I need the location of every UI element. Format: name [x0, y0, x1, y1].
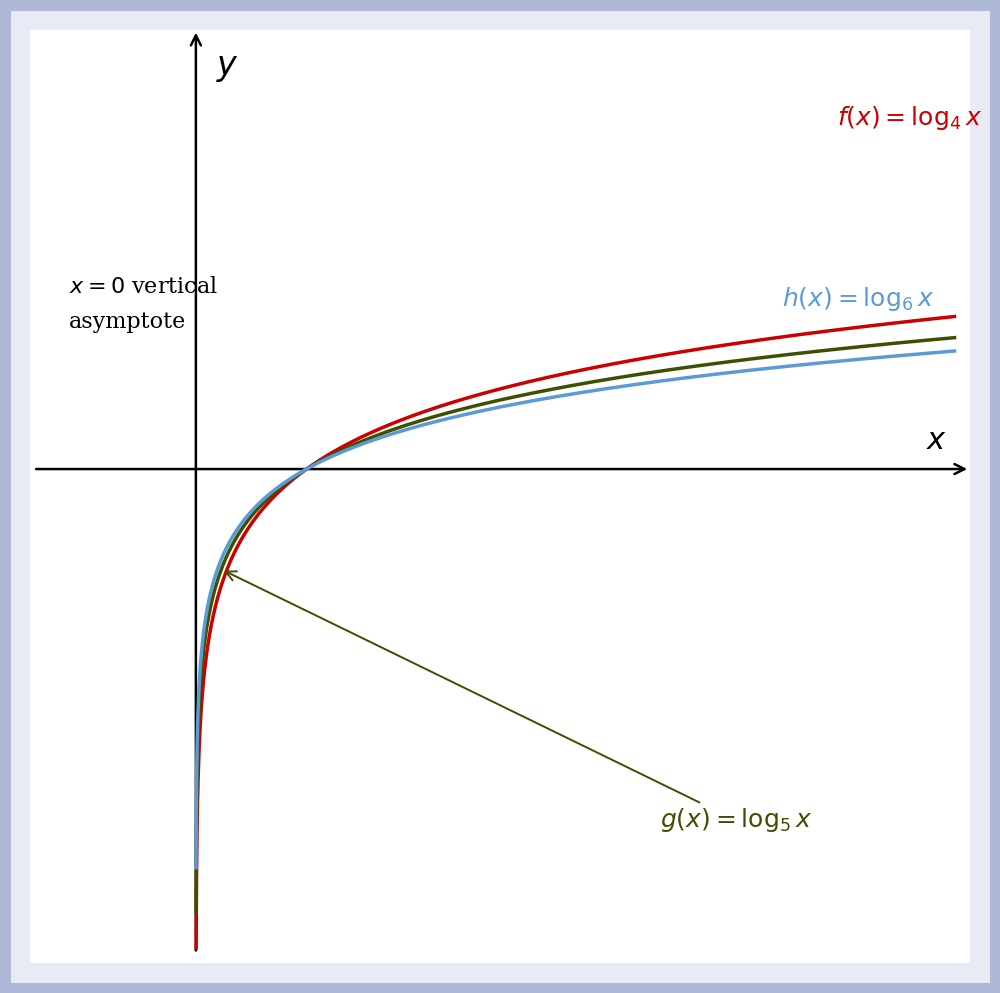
Text: $h(x) = \log_6 x$: $h(x) = \log_6 x$: [782, 285, 934, 313]
Text: $x$: $x$: [926, 425, 947, 456]
Text: $x = 0$ vertical
asymptote: $x = 0$ vertical asymptote: [69, 275, 218, 333]
Text: $y$: $y$: [216, 52, 239, 83]
Text: $g(x) = \log_5 x$: $g(x) = \log_5 x$: [226, 571, 812, 834]
Text: $f(x) = \log_4 x$: $f(x) = \log_4 x$: [837, 103, 982, 132]
